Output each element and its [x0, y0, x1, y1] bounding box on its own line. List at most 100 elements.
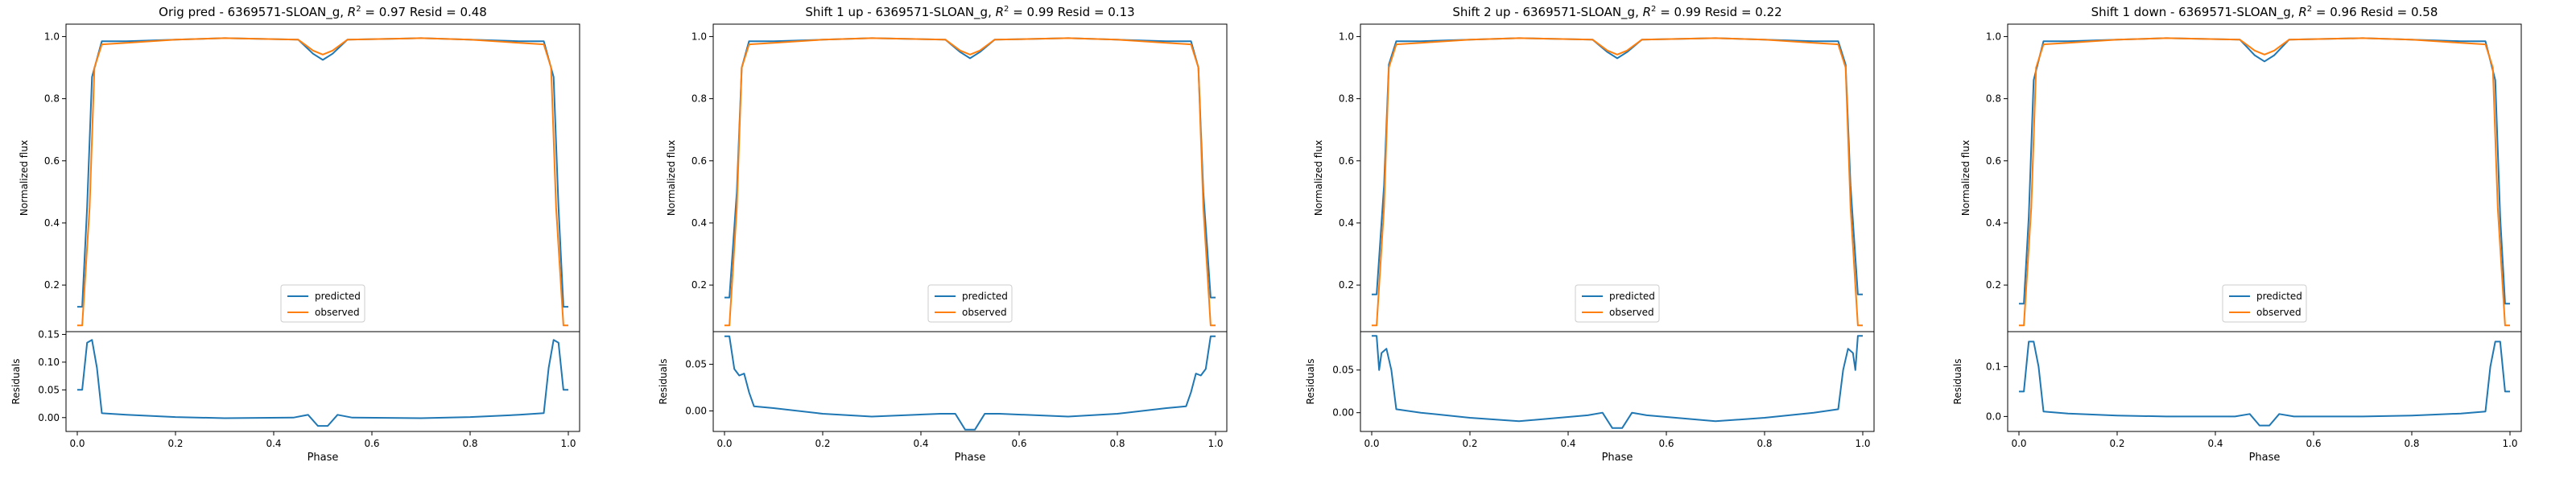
- flux-ytick-label: 1.0: [1339, 31, 1354, 42]
- series-line-observed: [1372, 37, 1863, 327]
- resid-ytick-label: 0.05: [38, 384, 60, 395]
- flux-ytick-label: 0.4: [691, 217, 707, 229]
- residual-line: [2019, 340, 2510, 427]
- flux-ytick-label: 0.6: [44, 155, 60, 167]
- legend: predicted observed: [2222, 284, 2307, 323]
- resid-axes-frame: [2007, 331, 2522, 432]
- flux-ytick-label: 0.4: [1986, 217, 2001, 229]
- chart-title-r: R: [996, 5, 1004, 19]
- resid-ytick-label: 0.1: [1986, 361, 2001, 372]
- xtick-label: 0.0: [69, 438, 85, 449]
- xtick-label: 0.0: [1364, 438, 1379, 449]
- resid-ytick-label: 0.00: [38, 412, 60, 423]
- chart-panel-4: Shift 1 down - 6369571-SLOAN_g, R2 = 0.9…: [1952, 5, 2522, 464]
- resid-ytick-label: 0.0: [1986, 411, 2001, 422]
- chart-title-rest: = 0.97 Resid = 0.48: [361, 5, 487, 19]
- x-axis-label: Phase: [1602, 452, 1633, 464]
- resid-ytick-label: 0.10: [38, 357, 60, 368]
- legend: predicted observed: [280, 284, 365, 323]
- legend-label-predicted: predicted: [962, 291, 1008, 302]
- chart-title-rest: = 0.99 Resid = 0.22: [1656, 5, 1781, 19]
- chart-panel-3: Shift 2 up - 6369571-SLOAN_g, R2 = 0.99 …: [1305, 5, 1875, 464]
- series-line-predicted: [2019, 37, 2510, 305]
- xtick-label: 1.0: [1855, 438, 1870, 449]
- xtick-label: 0.2: [167, 438, 183, 449]
- chart-title-rest: = 0.96 Resid = 0.58: [2312, 5, 2438, 19]
- chart-title-prefix: Shift 1 down - 6369571-SLOAN_g,: [2091, 5, 2299, 20]
- flux-ytick-label: 0.8: [1339, 93, 1354, 105]
- chart-title-sup: 2: [1004, 5, 1009, 14]
- flux-ytick-label: 0.2: [691, 279, 707, 291]
- chart-panel-1: Orig pred - 6369571-SLOAN_g, R2 = 0.97 R…: [10, 5, 580, 464]
- resid-ytick-label: 0.05: [685, 359, 707, 370]
- x-axis-label: Phase: [2249, 452, 2281, 464]
- legend-label-predicted: predicted: [1609, 291, 1655, 302]
- flux-y-axis-label: Normalized flux: [666, 140, 677, 216]
- legend-label-observed: observed: [315, 307, 360, 318]
- residual-line: [724, 335, 1216, 431]
- resid-ytick-label: 0.15: [38, 328, 60, 340]
- series-line-predicted: [724, 37, 1216, 299]
- resid-ytick-label: 0.00: [1332, 407, 1354, 419]
- flux-ytick-label: 0.4: [1339, 217, 1354, 229]
- flux-ytick-label: 0.6: [691, 155, 707, 167]
- resid-ytick-label: 0.00: [685, 406, 707, 417]
- series-line-observed: [77, 37, 568, 327]
- flux-ytick-label: 0.6: [1986, 155, 2001, 167]
- legend-label-observed: observed: [1609, 307, 1654, 318]
- residual-line: [77, 339, 568, 427]
- xtick-label: 0.0: [2011, 438, 2026, 449]
- xtick-label: 0.6: [1658, 438, 1674, 449]
- resid-y-axis-label: Residuals: [658, 359, 669, 405]
- xtick-label: 0.6: [2306, 438, 2321, 449]
- legend-label-observed: observed: [2256, 307, 2301, 318]
- flux-ytick-label: 0.8: [44, 93, 60, 105]
- chart-title: Shift 1 up - 6369571-SLOAN_g, R2 = 0.99 …: [805, 5, 1134, 20]
- series-line-predicted: [1372, 37, 1863, 295]
- resid-axes-frame: [1360, 331, 1875, 432]
- xtick-label: 0.2: [2109, 438, 2124, 449]
- series-line-predicted: [77, 37, 568, 308]
- xtick-label: 1.0: [1208, 438, 1223, 449]
- chart-title: Shift 1 down - 6369571-SLOAN_g, R2 = 0.9…: [2091, 5, 2438, 20]
- legend-label-predicted: predicted: [2256, 291, 2302, 302]
- xtick-label: 0.4: [1560, 438, 1575, 449]
- flux-ytick-label: 0.2: [44, 279, 60, 291]
- xtick-label: 0.4: [2207, 438, 2223, 449]
- xtick-label: 0.0: [716, 438, 732, 449]
- xtick-label: 0.4: [266, 438, 281, 449]
- xtick-label: 0.6: [364, 438, 379, 449]
- residual-line: [1372, 335, 1863, 429]
- chart-title-sup: 2: [1651, 5, 1656, 14]
- chart-title: Shift 2 up - 6369571-SLOAN_g, R2 = 0.99 …: [1452, 5, 1781, 20]
- chart-title: Orig pred - 6369571-SLOAN_g, R2 = 0.97 R…: [159, 5, 487, 20]
- flux-ytick-label: 1.0: [1986, 31, 2001, 42]
- resid-axes-frame: [65, 331, 580, 432]
- flux-y-axis-label: Normalized flux: [1960, 140, 1971, 216]
- xtick-label: 0.4: [913, 438, 928, 449]
- xtick-label: 0.8: [1109, 438, 1125, 449]
- resid-y-axis-label: Residuals: [1952, 359, 1963, 405]
- legend: predicted observed: [927, 284, 1013, 323]
- flux-ytick-label: 0.6: [1339, 155, 1354, 167]
- flux-ytick-label: 1.0: [44, 31, 60, 42]
- chart-title-prefix: Orig pred - 6369571-SLOAN_g,: [159, 5, 348, 20]
- legend-label-predicted: predicted: [315, 291, 361, 302]
- flux-ytick-label: 0.8: [691, 93, 707, 105]
- flux-y-axis-label: Normalized flux: [1313, 140, 1324, 216]
- flux-ytick-label: 0.4: [44, 217, 60, 229]
- flux-y-axis-label: Normalized flux: [19, 140, 30, 216]
- resid-ytick-label: 0.05: [1332, 365, 1354, 376]
- flux-ytick-label: 1.0: [691, 31, 707, 42]
- x-axis-label: Phase: [308, 452, 339, 464]
- chart-title-rest: = 0.99 Resid = 0.13: [1009, 5, 1134, 19]
- xtick-label: 1.0: [560, 438, 576, 449]
- chart-title-prefix: Shift 2 up - 6369571-SLOAN_g,: [1452, 5, 1642, 20]
- flux-ytick-label: 0.8: [1986, 93, 2001, 105]
- xtick-label: 0.6: [1011, 438, 1026, 449]
- resid-y-axis-label: Residuals: [10, 359, 22, 405]
- xtick-label: 0.8: [462, 438, 477, 449]
- xtick-label: 0.2: [815, 438, 830, 449]
